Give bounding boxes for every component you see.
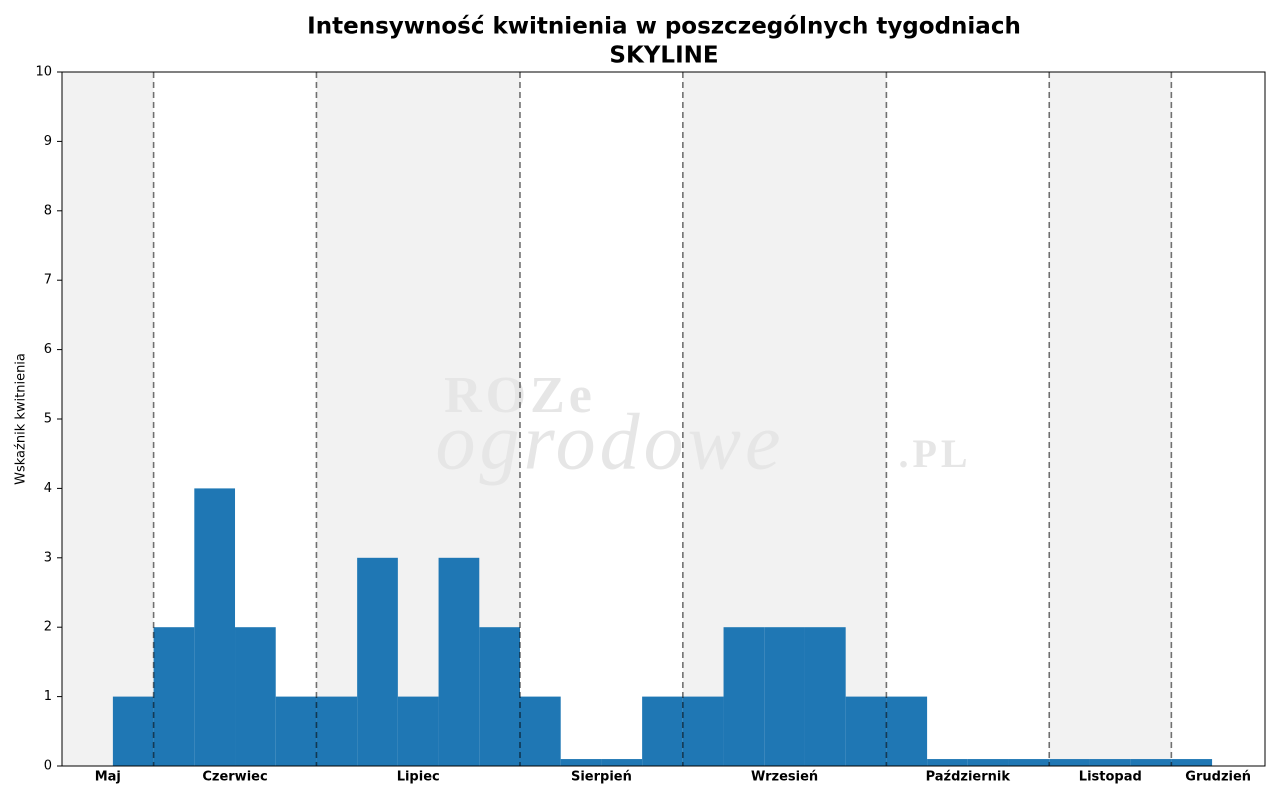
bar <box>723 627 765 766</box>
watermark: ROZe <box>444 367 596 424</box>
bar <box>1089 759 1131 766</box>
y-tick-label: 1 <box>44 689 52 704</box>
month-label: Maj <box>95 770 121 785</box>
y-tick-label: 9 <box>44 134 52 149</box>
y-tick-label: 10 <box>35 65 52 80</box>
bar <box>1049 759 1090 766</box>
bar <box>275 696 317 766</box>
y-tick-label: 2 <box>44 620 52 635</box>
month-label: Grudzień <box>1185 770 1251 785</box>
bar <box>886 696 928 766</box>
chart-title: Intensywność kwitnienia w poszczególnych… <box>307 14 1021 40</box>
y-tick-label: 6 <box>44 342 52 357</box>
y-tick-label: 0 <box>44 759 52 774</box>
chart-subtitle: SKYLINE <box>609 43 718 69</box>
watermark: ogrodowe <box>435 398 784 486</box>
bar <box>682 696 724 766</box>
bar <box>1008 759 1050 766</box>
y-tick-label: 7 <box>44 273 52 288</box>
month-label: Lipiec <box>397 770 440 785</box>
bar <box>479 627 520 766</box>
month-label: Sierpień <box>571 770 632 785</box>
month-label: Listopad <box>1079 770 1142 785</box>
bar <box>235 627 276 766</box>
bar <box>519 696 561 766</box>
bar <box>397 696 439 766</box>
y-tick-label: 5 <box>44 412 52 427</box>
bar <box>194 488 236 766</box>
bar <box>316 696 358 766</box>
month-label: Wrzesień <box>751 770 818 785</box>
month-label: Październik <box>926 770 1011 785</box>
plot-frame <box>61 71 1266 767</box>
bar <box>642 696 683 766</box>
bar <box>804 627 846 766</box>
y-axis-label: Wskaźnik kwitnienia <box>14 353 29 485</box>
bar <box>112 696 154 766</box>
bar <box>357 557 398 766</box>
bar <box>560 759 602 766</box>
bar <box>438 557 480 766</box>
month-label: Czerwiec <box>202 770 267 785</box>
bar <box>1171 759 1213 766</box>
bar <box>764 627 805 766</box>
bar <box>967 759 1009 766</box>
month-shade <box>1049 72 1172 766</box>
bar <box>601 759 643 766</box>
y-tick-label: 3 <box>44 550 52 565</box>
month-shade <box>62 72 154 766</box>
bar <box>845 696 887 766</box>
bar <box>1130 759 1172 766</box>
bar <box>153 627 195 766</box>
watermark: .PL <box>898 431 971 476</box>
bar <box>927 759 968 766</box>
y-tick-label: 4 <box>44 481 52 496</box>
y-tick-label: 8 <box>44 203 52 218</box>
